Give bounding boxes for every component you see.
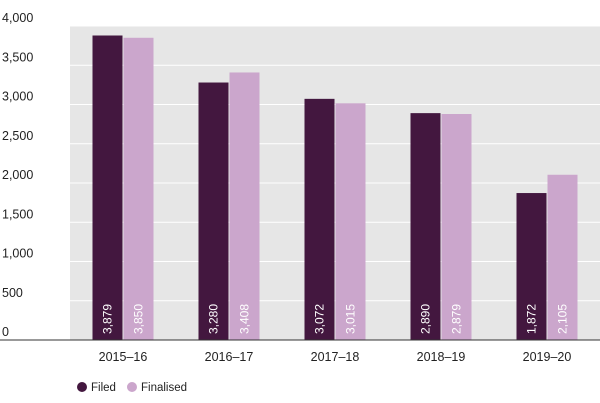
data-label: 3,072: [313, 304, 327, 334]
legend-label-filed: Filed: [91, 382, 116, 394]
y-tick-label: 500: [2, 286, 23, 300]
x-tick-label: 2016–17: [205, 350, 254, 364]
bar-finalised: [335, 103, 366, 340]
bar-finalised: [229, 72, 260, 341]
bar-filed: [92, 35, 123, 340]
x-axis: 2015–16 2016–17 2017–18 2018–19 2019–20: [99, 350, 572, 364]
y-tick-label: 1,500: [2, 207, 33, 221]
legend-swatch-finalised: [127, 382, 137, 392]
y-tick-label: 2,500: [2, 129, 33, 143]
data-label: 2,879: [450, 304, 464, 334]
y-tick-label: 0: [2, 325, 9, 339]
legend-swatch-filed: [77, 382, 87, 392]
data-label: 3,850: [132, 304, 146, 334]
y-tick-label: 1,000: [2, 247, 33, 261]
bar-finalised: [547, 174, 578, 340]
bar-series: 3,879 3,850 3,280 3,408 3,072 3,015 2,890 2,879…: [92, 35, 578, 341]
x-tick-label: 2019–20: [523, 350, 572, 364]
data-label: 3,280: [207, 304, 221, 334]
gridlines: [70, 25, 600, 302]
x-tick-label: 2015–16: [99, 350, 148, 364]
y-tick-label: 2,000: [2, 168, 33, 182]
legend-label-finalised: Finalised: [141, 382, 187, 394]
bar-finalised: [441, 113, 472, 340]
data-label: 3,408: [238, 304, 252, 334]
data-label: 2,890: [419, 304, 433, 334]
data-label: 1,872: [525, 304, 539, 334]
bar-finalised: [123, 37, 154, 341]
y-tick-label: 4,000: [2, 11, 33, 25]
data-label: 3,015: [344, 304, 358, 334]
data-label: 3,879: [101, 304, 115, 334]
bar-filed: [304, 98, 335, 341]
x-tick-label: 2018–19: [417, 350, 466, 364]
bar-filed: [410, 113, 441, 340]
y-tick-label: 3,500: [2, 50, 33, 64]
legend: Filed Finalised: [77, 382, 187, 394]
data-label: 2,105: [556, 304, 570, 334]
y-axis: 0 500 1,000 1,500 2,000 2,500 3,000 3,500 4,000: [2, 11, 33, 339]
bar-filed: [516, 193, 547, 340]
bar-filed: [198, 82, 229, 341]
x-tick-label: 2017–18: [311, 350, 360, 364]
y-tick-label: 3,000: [2, 90, 33, 104]
